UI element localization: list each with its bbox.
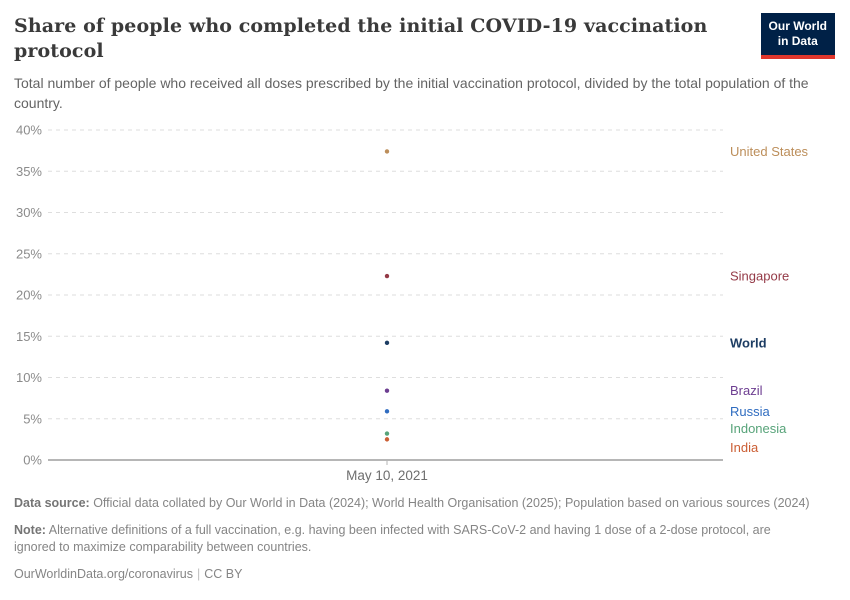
data-point-singapore[interactable]	[384, 273, 390, 279]
owid-logo[interactable]: Our World in Data	[760, 13, 835, 59]
y-tick-label-15: 15%	[16, 329, 42, 344]
owid-logo-box: Our World in Data	[760, 13, 835, 55]
series-label-indonesia[interactable]: Indonesia	[730, 421, 787, 436]
y-tick-label-5: 5%	[23, 411, 42, 426]
data-point-united-states[interactable]	[384, 149, 390, 154]
series-label-india[interactable]: India	[730, 440, 759, 455]
data-point-indonesia[interactable]	[384, 431, 390, 436]
data-point-russia[interactable]	[384, 409, 390, 414]
series-label-russia[interactable]: Russia	[730, 404, 771, 419]
citation-separator: |	[197, 566, 201, 581]
chart-subtitle: Total number of people who received all …	[14, 75, 809, 112]
logo-text-line2: in Data	[777, 34, 818, 48]
series-label-world[interactable]: World	[730, 335, 767, 350]
y-tick-label-10: 10%	[16, 370, 42, 385]
y-tick-label-40: 40%	[16, 123, 42, 138]
license-label: CC BY	[204, 566, 243, 581]
owid-url-link[interactable]: OurWorldinData.org/coronavirus	[14, 566, 194, 581]
data-point-brazil[interactable]	[384, 388, 390, 393]
data-source-text: Official data collated by Our World in D…	[89, 496, 810, 510]
x-tick-label: May 10, 2021	[346, 468, 428, 483]
data-point-world[interactable]	[384, 340, 390, 346]
logo-red-stripe	[760, 55, 835, 59]
page-title: Share of people who completed the initia…	[14, 15, 708, 62]
chart-footer: Data source: Official data collated by O…	[14, 495, 814, 592]
series-label-united-states[interactable]: United States	[730, 144, 809, 159]
logo-text-line1: Our World	[768, 19, 827, 33]
note-label: Note:	[14, 522, 46, 537]
y-tick-label-0: 0%	[23, 453, 42, 468]
series-label-brazil[interactable]: Brazil	[730, 383, 763, 398]
y-tick-label-20: 20%	[16, 288, 42, 303]
y-tick-label-30: 30%	[16, 205, 42, 220]
series-label-singapore[interactable]: Singapore	[730, 269, 789, 284]
data-source-label: Data source:	[14, 496, 90, 510]
data-point-india[interactable]	[384, 437, 390, 442]
note-line: Note: Alternative definitions of a full …	[14, 522, 814, 557]
y-tick-label-25: 25%	[16, 246, 42, 261]
note-text: Alternative definitions of a full vaccin…	[14, 522, 771, 555]
data-source-line: Data source: Official data collated by O…	[14, 495, 814, 513]
citation-line: OurWorldinData.org/coronavirus | CC BY	[14, 566, 814, 584]
y-tick-label-35: 35%	[16, 164, 42, 179]
